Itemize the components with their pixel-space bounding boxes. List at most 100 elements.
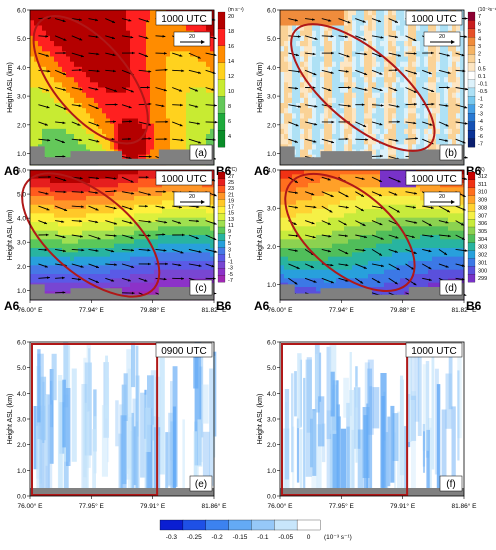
heatmap-cell xyxy=(58,235,63,240)
heatmap-cell xyxy=(308,128,313,135)
heatmap-cell xyxy=(62,123,67,130)
heatmap-cell xyxy=(142,103,147,109)
wind-arrowhead xyxy=(178,221,181,224)
heatmap-cell xyxy=(392,118,397,125)
wind-arrowhead xyxy=(161,206,165,209)
heatmap-cell xyxy=(388,20,393,26)
heatmap-cell xyxy=(380,97,385,104)
colorbar-segment xyxy=(217,240,226,249)
heatmap-cell xyxy=(312,15,317,21)
heatmap-cell xyxy=(312,113,317,119)
heatmap-cell xyxy=(34,178,39,184)
heatmap-cell xyxy=(444,108,449,114)
heatmap-cell xyxy=(82,226,87,232)
heatmap-cell xyxy=(178,226,183,232)
heatmap-cell xyxy=(134,123,139,130)
colorbar-segment xyxy=(467,70,476,80)
heatmap-cell xyxy=(304,10,309,16)
heatmap-cell xyxy=(54,213,59,219)
heatmap-cell xyxy=(364,134,369,140)
heatmap-cell xyxy=(126,196,131,201)
heatmap-cell xyxy=(320,72,325,78)
wind-arrowhead xyxy=(62,155,66,158)
heatmap-cell xyxy=(412,92,417,99)
heatmap-cell xyxy=(182,269,187,275)
heatmap-cell xyxy=(134,269,139,275)
heatmap-cell xyxy=(86,178,91,184)
heatmap-cell xyxy=(82,35,87,42)
wind-arrowhead xyxy=(162,233,166,236)
heatmap-cell xyxy=(74,72,79,78)
heatmap-cell xyxy=(280,256,285,262)
heatmap-cell xyxy=(300,128,305,135)
heatmap-cell xyxy=(162,92,167,99)
wind-arrowhead xyxy=(364,52,368,56)
wind-arrowhead xyxy=(111,279,115,282)
heatmap-cell xyxy=(34,239,39,245)
heatmap-cell xyxy=(78,187,83,193)
heatmap-cell xyxy=(372,134,377,140)
heatmap-cell xyxy=(62,51,67,57)
wind-arrowhead xyxy=(214,250,218,253)
heatmap-cell xyxy=(42,248,47,253)
heatmap-cell xyxy=(194,230,199,236)
heatmap-cell xyxy=(106,217,111,223)
heatmap-cell xyxy=(400,144,405,150)
heatmap-cell xyxy=(118,41,123,47)
heatmap-cell xyxy=(368,66,373,73)
heatmap-cell xyxy=(428,66,433,73)
heatmap-cell xyxy=(182,82,187,88)
heatmap-cell xyxy=(444,139,449,145)
heatmap-cell xyxy=(162,134,167,140)
heatmap-cell xyxy=(42,61,47,68)
heatmap-cell xyxy=(284,269,289,275)
heatmap-cell xyxy=(66,128,71,135)
heatmap-cell xyxy=(360,113,365,119)
heatmap-cell xyxy=(122,20,127,26)
heatmap-cell xyxy=(202,252,207,258)
heatmap-cell xyxy=(372,56,377,63)
heatmap-cell xyxy=(356,77,361,83)
heatmap-cell xyxy=(380,15,385,21)
heatmap-cell xyxy=(206,92,211,99)
heatmap-cell xyxy=(102,269,107,275)
heatmap-cell xyxy=(206,139,211,145)
heatmap-cell xyxy=(134,217,139,223)
heatmap-cell xyxy=(304,118,309,125)
section-start-label: A6 xyxy=(254,164,270,178)
heatmap-cell xyxy=(352,25,357,32)
heatmap-cell xyxy=(114,56,119,63)
heatmap-cell xyxy=(58,230,63,236)
heatmap-cell xyxy=(114,82,119,88)
heatmap-cell xyxy=(30,209,35,214)
heatmap-cell xyxy=(54,72,59,78)
heatmap-cell xyxy=(288,61,293,68)
heatmap-cell xyxy=(30,261,35,266)
heatmap-cell xyxy=(70,20,75,26)
heatmap-cell xyxy=(70,178,75,184)
heatmap-cell xyxy=(110,97,115,104)
heatmap-cell xyxy=(392,139,397,145)
heatmap-cell xyxy=(194,274,199,279)
heatmap-cell xyxy=(94,243,99,249)
heatmap-cell xyxy=(106,56,111,63)
heatmap-cell xyxy=(284,35,289,42)
heatmap-cell xyxy=(344,92,349,99)
panel-label: (c) xyxy=(195,283,207,294)
heatmap-cell xyxy=(388,134,393,140)
heatmap-cell xyxy=(416,123,421,130)
heatmap-cell xyxy=(142,261,147,266)
heatmap-cell xyxy=(110,230,115,236)
heatmap-cell xyxy=(408,30,413,37)
heatmap-cell xyxy=(110,200,115,206)
heatmap-cell xyxy=(356,61,361,68)
heatmap-cell xyxy=(162,239,167,245)
heatmap-cell xyxy=(134,265,139,271)
heatmap-cell xyxy=(198,204,203,210)
heatmap-cell xyxy=(150,82,155,88)
heatmap-cell xyxy=(194,113,199,119)
heatmap-cell xyxy=(210,30,215,37)
heatmap-cell xyxy=(34,278,39,284)
heatmap-cell xyxy=(416,46,421,52)
heatmap-cell xyxy=(94,178,99,184)
